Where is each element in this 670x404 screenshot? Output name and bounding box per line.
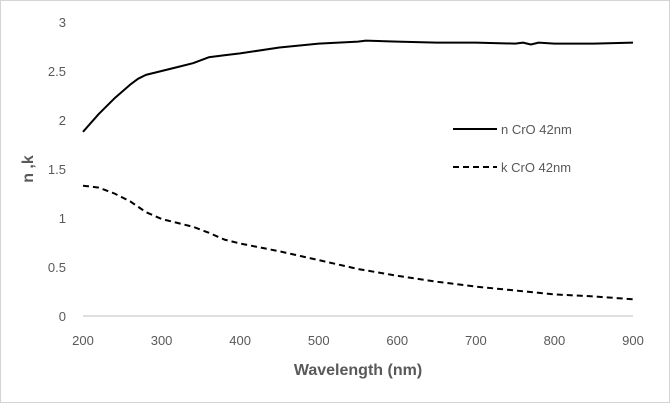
series-line-n bbox=[82, 39, 634, 133]
x-tick-label: 400 bbox=[229, 333, 251, 348]
x-axis-title: Wavelength (nm) bbox=[294, 362, 422, 379]
x-tick-label: 800 bbox=[544, 333, 566, 348]
x-tick-label: 300 bbox=[151, 333, 173, 348]
legend: n CrO 42nm k CrO 42nm bbox=[453, 122, 572, 175]
y-tick-label: 1.5 bbox=[48, 162, 66, 177]
y-tick-label: 0.5 bbox=[48, 260, 66, 275]
x-tick-label: 200 bbox=[72, 333, 94, 348]
y-tick-label: 2 bbox=[59, 113, 66, 128]
series-line-k bbox=[82, 184, 634, 301]
y-tick-label: 0 bbox=[59, 309, 66, 324]
y-tick-label: 3 bbox=[59, 15, 66, 30]
y-tick-labels: 0 0.5 1 1.5 2 2.5 3 bbox=[48, 15, 66, 324]
x-tick-label: 700 bbox=[465, 333, 487, 348]
legend-label-k: k CrO 42nm bbox=[501, 160, 571, 175]
x-tick-labels: 200 300 400 500 600 700 800 900 bbox=[72, 333, 644, 348]
y-axis-title: n ,k bbox=[20, 155, 37, 183]
x-tick-label: 600 bbox=[386, 333, 408, 348]
x-tick-label: 500 bbox=[308, 333, 330, 348]
legend-label-n: n CrO 42nm bbox=[501, 122, 572, 137]
y-tick-label: 2.5 bbox=[48, 64, 66, 79]
series-lines bbox=[82, 39, 634, 301]
x-tick-label: 900 bbox=[622, 333, 644, 348]
y-tick-label: 1 bbox=[59, 211, 66, 226]
